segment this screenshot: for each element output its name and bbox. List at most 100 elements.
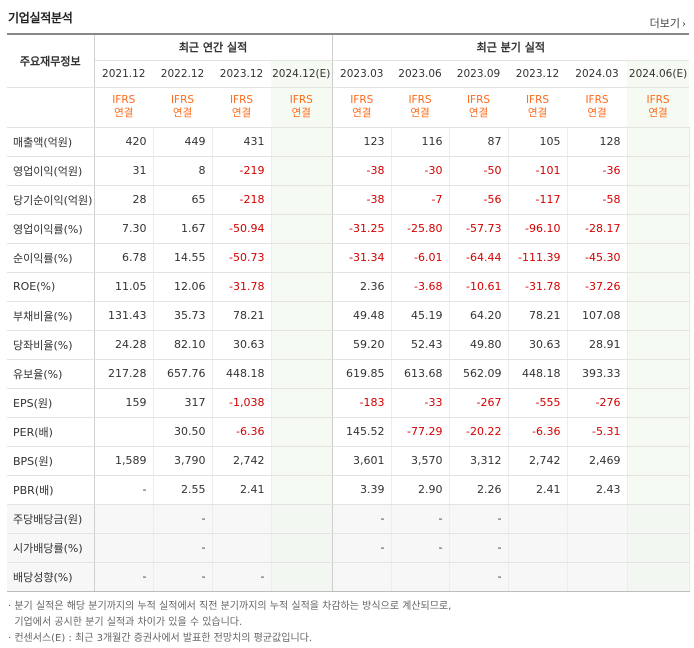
basis-label: IFRS 연결 (212, 87, 271, 128)
cell-value: 49.48 (332, 300, 392, 331)
table-row: 영업이익(억원) 31 8 -219 -38 -30 -50 -101 -36 (7, 156, 690, 186)
cell-value: - (153, 533, 213, 563)
cell-value (271, 387, 333, 418)
table-row: 순이익률(%) 6.78 14.55 -50.73 -31.34 -6.01 -64.44-… (7, 243, 690, 273)
cell-value: 24.28 (94, 330, 154, 360)
cell-value: -50.94 (212, 213, 272, 244)
table-row: 당좌비율(%) 24.28 82.10 30.63 59.20 52.43 49.80 30.… (7, 330, 690, 360)
table-row: 매출액(억원) 420 449 431 123 116 87 105 128 (7, 127, 690, 157)
basis-label: IFRS 연결 (567, 87, 628, 128)
cell-value: 45.19 (391, 300, 450, 331)
more-link[interactable]: 더보기 › (650, 15, 686, 31)
table-row: 배당성향(%) - - - - (7, 562, 690, 592)
cell-value: 3.39 (332, 475, 392, 505)
row-header-label: 주요재무정보 (7, 33, 95, 88)
cell-value: -20.22 (449, 417, 509, 447)
cell-value: -38 (332, 185, 392, 215)
row-label: PER(배) (7, 417, 95, 447)
cell-value: 431 (212, 127, 272, 157)
cell-value: 107.08 (567, 300, 628, 331)
cell-value: -6.01 (391, 243, 450, 273)
cell-value: 28.91 (567, 330, 628, 360)
cell-value: 128 (567, 127, 628, 157)
cell-value: -30 (391, 156, 450, 186)
cell-value: 1,589 (94, 446, 154, 476)
cell-value: -267 (449, 387, 509, 418)
cell-value (508, 503, 568, 534)
cell-value: - (332, 533, 392, 563)
period-header: 2023.12 (212, 60, 271, 88)
row-header-blank (7, 87, 95, 128)
cell-value: - (212, 562, 272, 592)
cell-value: 64.20 (449, 300, 509, 331)
quarter-group-header: 최근 분기 실적 (332, 33, 690, 61)
table-row: 부채비율(%) 131.43 35.73 78.21 49.48 45.19 64.20 78… (7, 300, 690, 331)
cell-value: -56 (449, 185, 509, 215)
cell-value (627, 156, 690, 186)
financial-table: 주요재무정보 최근 연간 실적 최근 분기 실적 2021.12 2022.12 2… (7, 33, 690, 592)
cell-value: -183 (332, 387, 392, 418)
cell-value: 78.21 (508, 300, 568, 331)
cell-value: -276 (567, 387, 628, 418)
cell-value: 2.41 (508, 475, 568, 505)
footnote-3: · 컨센서스(E) : 최근 3개월간 증권사에서 발표한 전망치의 평균값입니… (8, 633, 313, 644)
cell-value: 116 (391, 127, 450, 157)
cell-value: 2.41 (212, 475, 272, 505)
footnotes: · 분기 실적은 해당 분기까지의 누적 실적에서 직전 분기까지의 누적 실적… (8, 599, 688, 647)
period-header: 2022.12 (153, 60, 212, 88)
cell-value: 8 (153, 156, 213, 186)
basis-label: IFRS 연결 (391, 87, 450, 128)
cell-value: - (153, 503, 213, 534)
cell-value: -28.17 (567, 213, 628, 244)
table-row: 영업이익률(%) 7.30 1.67 -50.94 -31.25 -25.80 -57.73… (7, 213, 690, 244)
cell-value: -218 (212, 185, 272, 215)
cell-value (212, 533, 272, 563)
cell-value: 59.20 (332, 330, 392, 360)
table-row: BPS(원) 1,589 3,790 2,742 3,601 3,570 3,312 2,74… (7, 446, 690, 476)
cell-value (271, 475, 333, 505)
cell-value: - (449, 562, 509, 592)
cell-value: -45.30 (567, 243, 628, 273)
row-label: 당좌비율(%) (7, 330, 95, 360)
table-row: PER(배) 30.50 -6.36 145.52 -77.29 -20.22 -6.36-… (7, 417, 690, 447)
cell-value: 217.28 (94, 359, 154, 389)
cell-value (508, 562, 568, 592)
cell-value: - (391, 533, 450, 563)
cell-value (271, 127, 333, 157)
period-header: 2023.12 (508, 60, 568, 88)
cell-value: -77.29 (391, 417, 450, 447)
cell-value: 2.90 (391, 475, 450, 505)
cell-value (567, 562, 628, 592)
cell-value: 3,601 (332, 446, 392, 476)
row-label: 배당성향(%) (7, 562, 95, 592)
cell-value: - (449, 503, 509, 534)
cell-value: 49.80 (449, 330, 509, 360)
basis-label: IFRS 연결 (94, 87, 153, 128)
cell-value: - (391, 503, 450, 534)
period-header: 2021.12 (94, 60, 153, 88)
cell-value (627, 503, 690, 534)
cell-value: 3,790 (153, 446, 213, 476)
row-label: BPS(원) (7, 446, 95, 476)
cell-value (627, 243, 690, 273)
cell-value (627, 330, 690, 360)
cell-value (271, 300, 333, 331)
cell-value: 28 (94, 185, 154, 215)
cell-value: 562.09 (449, 359, 509, 389)
cell-value: 2.26 (449, 475, 509, 505)
row-label: 시가배당률(%) (7, 533, 95, 563)
cell-value: 78.21 (212, 300, 272, 331)
cell-value: 30.63 (508, 330, 568, 360)
cell-value (508, 533, 568, 563)
cell-value (271, 446, 333, 476)
period-header: 2024.06(E) (627, 60, 690, 88)
cell-value: 613.68 (391, 359, 450, 389)
cell-value (391, 562, 450, 592)
table-row: 주당배당금(원) - - - - (7, 503, 690, 534)
cell-value: - (94, 475, 154, 505)
cell-value (271, 185, 333, 215)
basis-label: IFRS 연결 (508, 87, 568, 128)
cell-value: 31 (94, 156, 154, 186)
cell-value: 317 (153, 387, 213, 418)
period-header: 2023.06 (391, 60, 450, 88)
